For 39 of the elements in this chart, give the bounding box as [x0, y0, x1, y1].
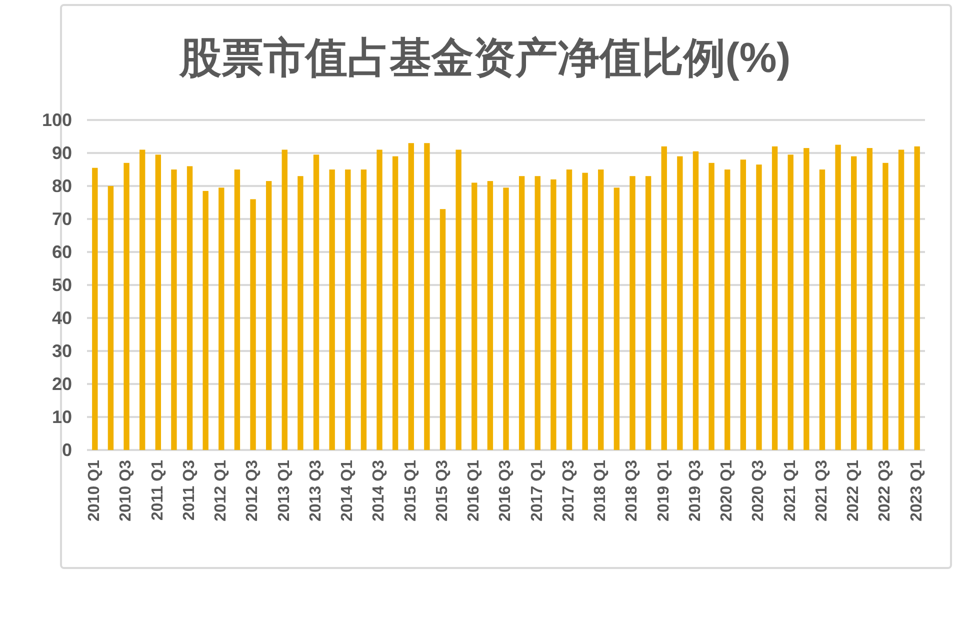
x-tick-label: 2022 Q1 — [845, 460, 862, 522]
y-tick-label: 10 — [52, 407, 72, 427]
x-tick-label: 2015 Q3 — [434, 460, 451, 522]
x-tick-label: 2012 Q3 — [244, 460, 262, 522]
x-tick-label: 2011 Q3 — [180, 460, 198, 520]
x-tick-label: 2018 Q3 — [624, 460, 641, 522]
y-tick-label: 40 — [52, 308, 72, 328]
x-tick-label: 2015 Q1 — [402, 460, 420, 522]
x-tick-label: 2017 Q1 — [528, 460, 546, 522]
x-tick-label: 2016 Q3 — [497, 460, 514, 522]
x-tick-label: 2022 Q3 — [876, 460, 894, 522]
x-tick-label: 2012 Q1 — [212, 460, 230, 522]
y-tick-label: 80 — [52, 176, 72, 196]
x-tick-label: 2010 Q1 — [86, 460, 104, 522]
x-tick-label: 2010 Q3 — [118, 460, 135, 522]
x-tick-label: 2023 Q1 — [908, 460, 926, 522]
x-tick-label: 2019 Q3 — [686, 460, 704, 522]
x-tick-label: 2017 Q3 — [560, 460, 578, 522]
y-tick-label: 20 — [52, 374, 72, 394]
x-tick-label: 2013 Q1 — [276, 460, 293, 522]
x-tick-label: 2013 Q3 — [307, 460, 324, 522]
y-tick-label: 50 — [52, 275, 72, 295]
x-tick-label: 2018 Q1 — [592, 460, 610, 522]
y-tick-label: 0 — [62, 440, 72, 460]
y-tick-label: 30 — [52, 341, 72, 361]
y-tick-label: 60 — [52, 242, 72, 262]
x-tick-label: 2016 Q1 — [466, 460, 483, 522]
x-tick-label: 2021 Q1 — [782, 460, 799, 522]
y-tick-label: 90 — [52, 143, 72, 163]
x-tick-label: 2014 Q3 — [370, 460, 388, 522]
x-tick-label: 2011 Q1 — [149, 460, 166, 520]
x-tick-label: 2020 Q1 — [718, 460, 736, 522]
y-tick-label: 100 — [42, 110, 72, 130]
x-tick-label: 2020 Q3 — [750, 460, 768, 522]
x-tick-label: 2021 Q3 — [813, 460, 830, 522]
x-tick-label: 2019 Q1 — [655, 460, 672, 522]
y-tick-label: 70 — [52, 209, 72, 229]
title: 股票市值占基金资产净值比例(%) — [179, 34, 791, 81]
x-tick-label: 2014 Q1 — [339, 460, 356, 522]
